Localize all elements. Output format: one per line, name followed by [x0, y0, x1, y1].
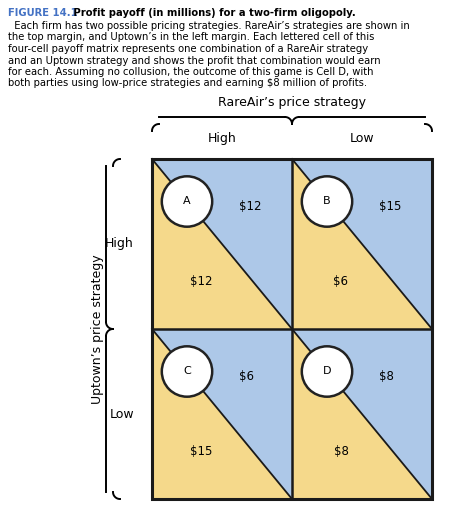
Circle shape: [162, 346, 212, 397]
Text: Low: Low: [109, 408, 134, 420]
Text: Uptown’s price strategy: Uptown’s price strategy: [91, 254, 105, 404]
Text: $8: $8: [334, 445, 348, 458]
Polygon shape: [152, 159, 292, 329]
Text: $6: $6: [334, 275, 349, 288]
Polygon shape: [152, 329, 292, 499]
Text: High: High: [105, 237, 134, 250]
Text: the top margin, and Uptown’s in the left margin. Each lettered cell of this: the top margin, and Uptown’s in the left…: [8, 32, 374, 43]
Circle shape: [162, 176, 212, 227]
Polygon shape: [292, 329, 432, 499]
Polygon shape: [292, 329, 432, 499]
Text: A: A: [183, 196, 191, 207]
Text: $12: $12: [190, 275, 212, 288]
Text: B: B: [323, 196, 331, 207]
Text: both parties using low-price strategies and earning $8 million of profits.: both parties using low-price strategies …: [8, 79, 367, 88]
Text: for each. Assuming no collusion, the outcome of this game is Cell D, with: for each. Assuming no collusion, the out…: [8, 67, 373, 77]
Text: $12: $12: [239, 200, 261, 213]
Text: Low: Low: [350, 132, 374, 145]
Text: $6: $6: [239, 370, 254, 383]
Text: Profit payoff (in millions) for a two-firm oligopoly.: Profit payoff (in millions) for a two-fi…: [70, 8, 356, 18]
Text: $15: $15: [379, 200, 401, 213]
Text: D: D: [323, 366, 331, 376]
Circle shape: [302, 176, 352, 227]
Polygon shape: [152, 329, 292, 499]
Text: RareAir’s price strategy: RareAir’s price strategy: [218, 96, 366, 109]
Text: Each firm has two possible pricing strategies. RareAir’s strategies are shown in: Each firm has two possible pricing strat…: [8, 21, 410, 31]
Text: FIGURE 14.1: FIGURE 14.1: [8, 8, 78, 18]
Polygon shape: [292, 159, 432, 329]
Text: C: C: [183, 366, 191, 376]
Polygon shape: [292, 159, 432, 329]
Text: High: High: [207, 132, 236, 145]
Polygon shape: [152, 159, 292, 329]
Text: $15: $15: [190, 445, 212, 458]
Text: four-cell payoff matrix represents one combination of a RareAir strategy: four-cell payoff matrix represents one c…: [8, 44, 368, 54]
Text: $8: $8: [379, 370, 393, 383]
Circle shape: [302, 346, 352, 397]
Text: and an Uptown strategy and shows the profit that combination would earn: and an Uptown strategy and shows the pro…: [8, 56, 381, 65]
